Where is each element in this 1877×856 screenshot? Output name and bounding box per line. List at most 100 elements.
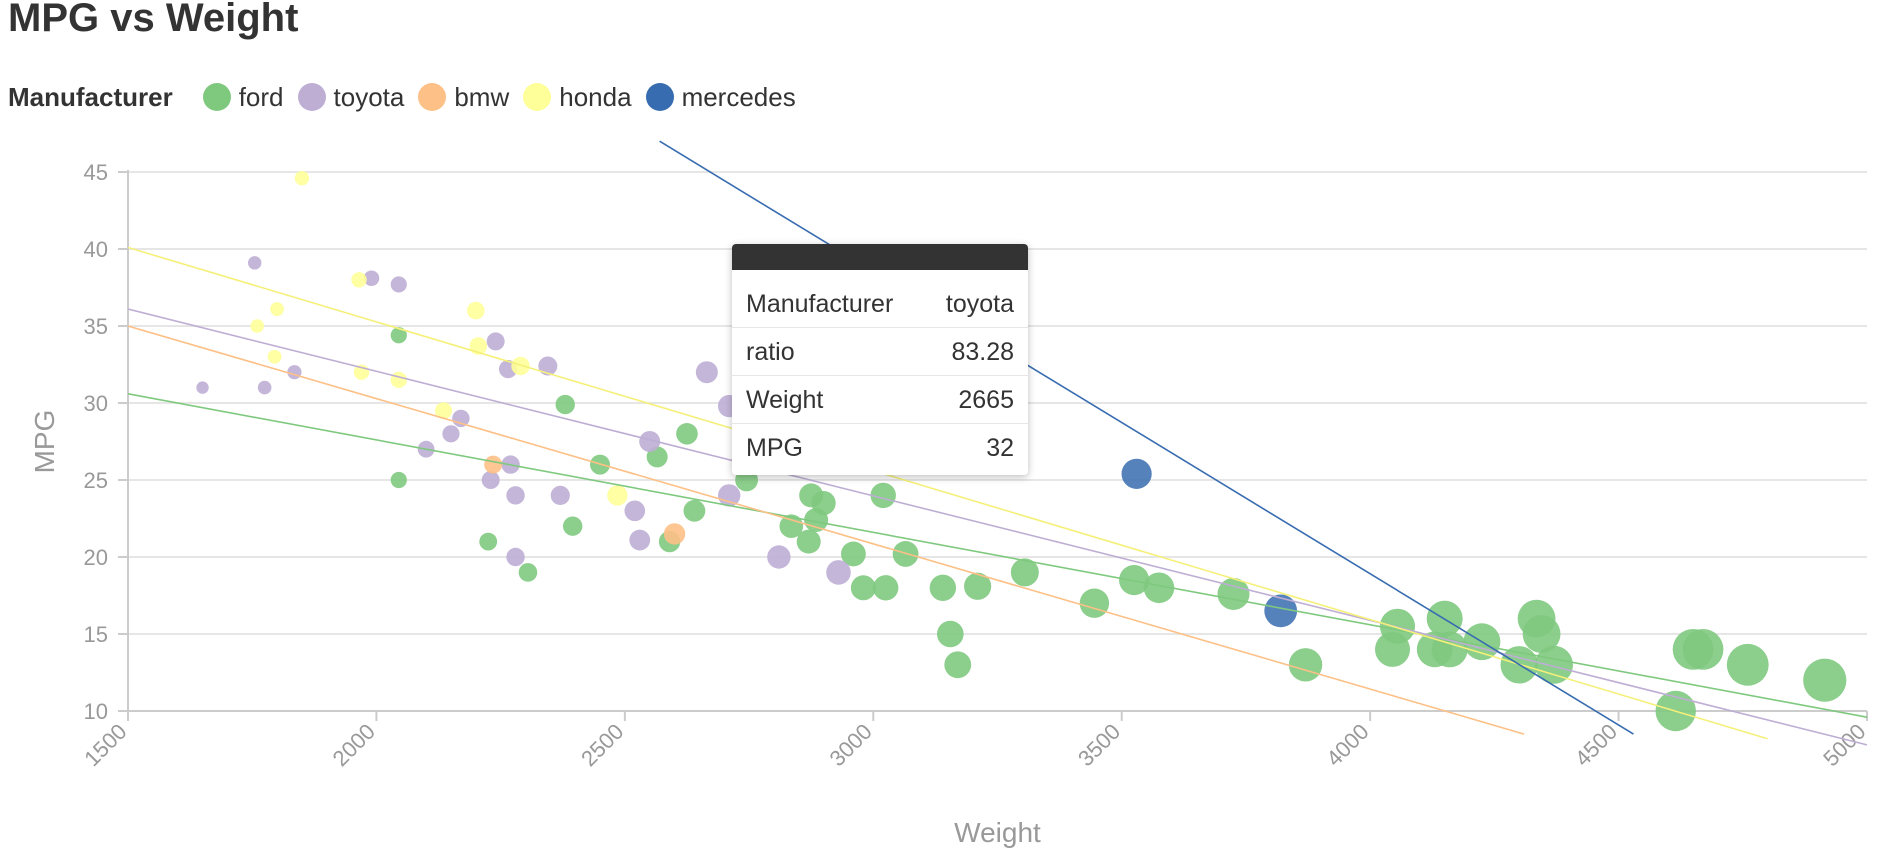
trend-line-mercedes [659, 140, 1634, 735]
data-point-ford [518, 563, 538, 582]
legend-label-ford: ford [238, 81, 284, 112]
data-point-ford [936, 620, 964, 648]
data-point-toyota [767, 545, 791, 569]
y-tick-label: 30 [84, 391, 108, 416]
legend-label-mercedes: mercedes [681, 81, 796, 112]
data-point-toyota [550, 485, 570, 505]
tooltip-label: Weight [732, 375, 924, 424]
data-point-ford [676, 423, 698, 445]
legend-item-honda[interactable]: honda [523, 81, 632, 113]
data-point-ford [944, 651, 972, 679]
data-point-toyota [624, 500, 646, 522]
data-point-honda [294, 170, 310, 186]
x-tick-label: 4000 [1321, 719, 1373, 771]
data-point-toyota [481, 471, 500, 489]
legend-label-bmw: bmw [454, 81, 510, 112]
legend-item-bmw[interactable]: bmw [418, 82, 509, 113]
data-point-ford [796, 529, 821, 554]
legend-label-toyota: toyota [333, 81, 405, 112]
data-point-toyota [287, 365, 302, 380]
x-tick-label: 1500 [79, 719, 131, 771]
tooltip-label: Manufacturer [732, 280, 924, 328]
legend-title: Manufacturer [8, 81, 173, 112]
data-point-ford [1143, 572, 1175, 604]
data-point-honda [435, 402, 453, 420]
data-point-ford [683, 499, 706, 522]
data-point-bmw [663, 523, 686, 545]
data-point-toyota [826, 560, 851, 585]
data-point-toyota [695, 361, 718, 384]
data-point-ford [562, 516, 583, 536]
tooltip-row-weight: Weight 2665 [732, 375, 1028, 424]
data-point-honda [270, 302, 284, 316]
data-point-ford [929, 574, 957, 601]
tooltip-value: 83.28 [923, 327, 1028, 376]
data-point-ford [1682, 629, 1724, 670]
data-point-ford [390, 471, 407, 489]
tooltip-label: MPG [746, 434, 803, 462]
data-point-toyota [629, 529, 651, 551]
series-toyota [196, 256, 851, 585]
legend-label-honda: honda [559, 81, 632, 112]
data-point-ford [850, 575, 876, 601]
data-point-toyota [486, 332, 505, 351]
tooltip-row-ratio: ratio 83.28 [732, 327, 1028, 376]
tooltip-value: 32 [986, 434, 1014, 462]
x-tick-label: 2500 [576, 719, 628, 771]
series-mercedes [1121, 458, 1298, 628]
data-point-toyota [196, 381, 209, 394]
tooltip-row-manufacturer: Manufacturer toyota [732, 280, 1028, 328]
legend-swatch-bmw [418, 83, 447, 111]
data-point-ford [1288, 648, 1323, 682]
y-tick-label: 45 [84, 160, 108, 185]
legend-item-ford[interactable]: ford [202, 81, 284, 113]
data-point-honda [607, 485, 628, 506]
data-point-honda [467, 301, 485, 320]
trend-line-bmw [128, 325, 1525, 735]
legend-swatch-mercedes [645, 83, 674, 111]
data-point-ford [873, 575, 899, 601]
data-point-ford [390, 327, 407, 344]
tooltip-table: Manufacturer toyota ratio 83.28 Weight 2… [732, 280, 1028, 475]
data-point-honda [267, 349, 282, 364]
legend-item-mercedes[interactable]: mercedes [645, 81, 796, 113]
x-tick-label: 4500 [1570, 719, 1622, 771]
data-point-mercedes [1264, 594, 1298, 628]
legend-swatch-honda [523, 83, 552, 111]
legend: Manufacturer ford toyota bmw honda merce… [8, 80, 810, 114]
data-point-toyota [363, 270, 380, 287]
tooltip-label: ratio [732, 327, 924, 376]
data-point-toyota [717, 484, 741, 507]
data-point-ford [1217, 577, 1250, 610]
legend-item-toyota[interactable]: toyota [297, 81, 405, 113]
data-point-toyota [639, 431, 661, 452]
data-point-ford [811, 491, 836, 516]
x-tick-label: 2000 [328, 719, 380, 771]
data-point-toyota [390, 276, 407, 293]
data-point-ford [1079, 588, 1110, 618]
data-point-ford [779, 514, 804, 538]
trend-line-honda [128, 246, 1768, 740]
y-tick-label: 10 [84, 699, 108, 724]
data-point-ford [555, 394, 575, 415]
x-axis-title: Weight [954, 817, 1041, 848]
tooltip-value: 2665 [923, 375, 1028, 424]
x-tick-label: 5000 [1818, 719, 1870, 771]
tooltip-value: toyota [923, 280, 1028, 328]
data-point-toyota [538, 356, 558, 376]
data-point-toyota [506, 547, 525, 567]
data-point-ford [1534, 645, 1573, 684]
data-point-ford [1726, 643, 1769, 686]
data-point-ford [1522, 615, 1561, 653]
data-point-ford [964, 572, 992, 600]
data-point-toyota [506, 486, 525, 505]
series-ford [390, 327, 1847, 732]
data-point-toyota [247, 256, 262, 270]
trend-line-ford [128, 392, 1868, 718]
data-point-honda [511, 356, 530, 376]
tooltip-row-mpg: MPG 32 [732, 424, 1028, 476]
trend-lines [128, 140, 1868, 746]
y-tick-label: 20 [84, 545, 108, 570]
y-tick-label: 15 [84, 622, 108, 647]
